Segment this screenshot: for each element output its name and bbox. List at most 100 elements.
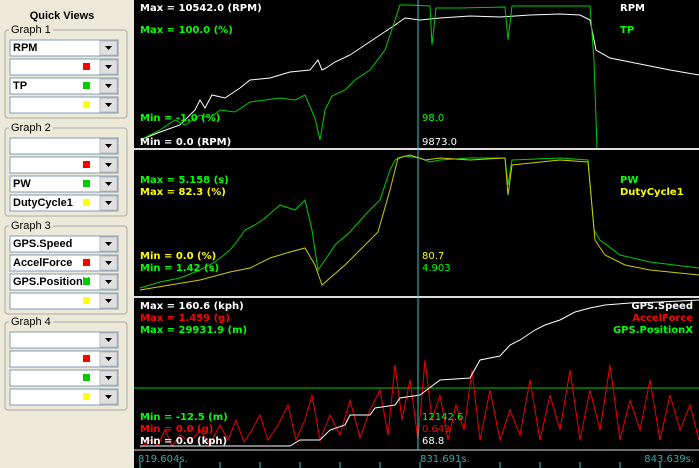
graph-label: Min = 0.0 (%) [140,251,216,262]
dropdown-arrow [105,280,112,284]
channel-color [83,278,90,285]
pw-trace [139,155,699,289]
dropdown-arrow [105,65,112,69]
channel-color [83,374,90,381]
channel-name: RPM [13,42,37,54]
group-label: Graph 4 [11,316,51,328]
graph-label: GPS.Speed [631,301,693,312]
group-label: Graph 3 [11,220,51,232]
dropdown-arrow [105,163,112,167]
channel-combo[interactable] [9,350,119,368]
channel-name: PW [13,178,31,190]
graph-label: Min = -1.0 (%) [140,113,220,124]
graph-label: Min = 0.0 (g) [140,424,213,435]
dropdown-arrow [105,103,112,107]
dropdown-arrow [105,144,112,148]
timeline-label: 843.639s. [644,454,694,465]
channel-color [83,199,90,206]
channel-color [83,240,90,247]
graph-label: Max = 5.158 (s) [140,175,229,186]
channel-combo[interactable] [9,39,119,57]
group-label-bg [9,316,53,328]
graph-label: PW [620,175,638,186]
group-label-bg [9,220,53,232]
channel-name: TP [13,80,27,92]
channel-combo[interactable] [9,292,119,310]
graph-label: Max = 82.3 (%) [140,187,226,198]
channel-color [83,259,90,266]
graph-label: Min = 0.0 (RPM) [140,137,231,148]
timeline-label: 831.691s. [420,454,470,465]
graph-label: AccelForce [632,313,693,324]
sidebar-title: Quick Views [30,10,95,22]
graph-label: Min = -12.5 (m) [140,412,228,423]
channel-combo[interactable] [9,331,119,349]
channel-combo[interactable] [9,273,119,291]
channel-name: GPS.PositionX [13,276,91,288]
cursor-value: 4.903 [422,263,451,274]
graph-label: RPM [620,3,645,14]
channel-name: GPS.Speed [13,238,72,250]
channel-name: AccelForce [13,257,72,269]
graph-label: GPS.PositionX [613,325,693,336]
dropdown-arrow [105,376,112,380]
cursor-value: 9873.0 [422,137,457,148]
group-label-bg [9,122,53,134]
group-box [4,225,128,315]
graph-label: Max = 1.459 (g) [140,313,230,324]
channel-combo[interactable] [9,388,119,406]
channel-color [83,44,90,51]
channel-combo[interactable] [9,194,119,212]
channel-color [83,63,90,70]
timeline-label: 819.604s. [138,454,188,465]
graph-label: DutyCycle1 [620,187,684,198]
channel-color [83,297,90,304]
channel-color [83,180,90,187]
cursor-value: 98.0 [422,113,444,124]
graph-label: Min = 1.42 (s) [140,263,219,274]
channel-combo[interactable] [9,58,119,76]
graph-label: Max = 160.6 (kph) [140,301,244,312]
group-label-bg [9,24,53,36]
group-label: Graph 1 [11,24,51,36]
group-box [4,127,128,217]
group-box [4,321,128,411]
timeline-ticks [139,462,661,468]
cursor-value: 68.8 [422,436,444,447]
dropdown-arrow [105,357,112,361]
channel-combo[interactable] [9,254,119,272]
channel-color [83,142,90,149]
cursor-value: 12142.6 [422,412,463,423]
dropdown-arrow [105,242,112,246]
dropdown-arrow [105,261,112,265]
dropdown-arrow [105,201,112,205]
channel-name: DutyCycle1 [13,197,73,209]
channel-color [83,336,90,343]
graph-label: Min = 0.0 (kph) [140,436,227,447]
dropdown-arrow [105,299,112,303]
channel-color [83,82,90,89]
channel-combo[interactable] [9,137,119,155]
channel-combo[interactable] [9,96,119,114]
channel-combo[interactable] [9,77,119,95]
group-box [4,29,128,119]
channel-combo[interactable] [9,175,119,193]
dropdown-arrow [105,182,112,186]
channel-color [83,393,90,400]
speed-trace [140,299,699,447]
cursor-value: 80.7 [422,251,444,262]
channel-color [83,355,90,362]
dutycycle-trace [139,154,699,291]
channel-combo[interactable] [9,156,119,174]
channel-combo[interactable] [9,369,119,387]
dropdown-arrow [105,46,112,50]
dropdown-arrow [105,338,112,342]
graph-label: Max = 100.0 (%) [140,25,233,36]
cursor-value: 0.643 [422,424,451,435]
channel-color [83,101,90,108]
dropdown-arrow [105,395,112,399]
graph-area [134,0,699,468]
channel-combo[interactable] [9,235,119,253]
graph-label: TP [620,25,634,36]
